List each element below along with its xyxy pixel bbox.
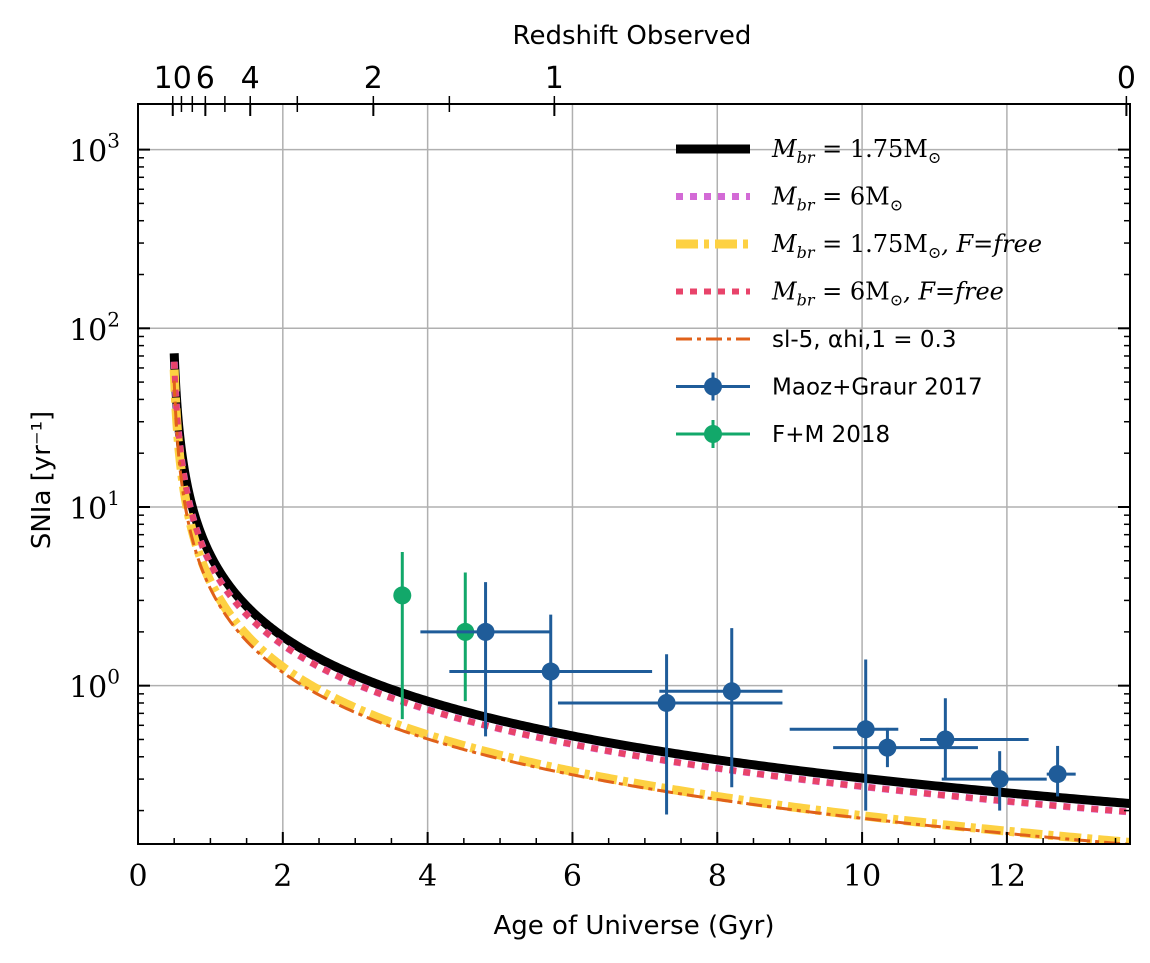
legend-label: Mbr = 6M⊙, F=free: [771, 278, 1004, 310]
legend-label: sl-5, αhi,1 = 0.3: [772, 327, 956, 353]
maoz-graur-point: [789, 659, 899, 811]
top-tick-label: 2: [364, 61, 383, 96]
y-axis-title: SNIa [yr⁻¹]: [27, 411, 57, 549]
top-tick-label: 0: [1117, 61, 1136, 96]
curve-m-br-1-75-m-sun-f-free: [169, 369, 1130, 844]
x-tick-label: 8: [708, 859, 727, 894]
model-curves: [169, 353, 1130, 844]
data-marker: [1048, 765, 1067, 784]
data-marker: [393, 586, 412, 605]
x-tick-label: 0: [128, 859, 147, 894]
y-tick-label: 101: [69, 486, 120, 527]
maoz-graur-point: [420, 582, 551, 737]
x-tick-label: 10: [843, 859, 881, 894]
axis-ticks: [137, 96, 1130, 844]
top-tick-label: 6: [196, 61, 215, 96]
legend-label: Mbr = 1.75M⊙: [771, 135, 941, 167]
legend-label: Mbr = 6M⊙: [771, 183, 903, 215]
legend-label: Mbr = 1.75M⊙, F=free: [771, 230, 1042, 262]
x-tick-label: 4: [418, 859, 437, 894]
maoz-graur-point: [941, 751, 1047, 811]
data-marker: [541, 662, 560, 681]
data-marker: [936, 730, 955, 749]
plot-frame: [137, 103, 1131, 845]
y-tick-label: 100: [69, 665, 120, 706]
data-marker: [476, 622, 495, 641]
top-axis-title: Redshift Observed: [513, 21, 752, 51]
x-axis-title: Age of Universe (Gyr): [494, 911, 775, 941]
x-tick-label: 2: [273, 859, 292, 894]
data-marker: [990, 770, 1009, 789]
grid-lines: [138, 104, 1130, 844]
x-tick-label: 12: [988, 859, 1026, 894]
curve-sl-5-alpha-hi-1-0-3: [172, 380, 1130, 844]
data-marker: [722, 682, 741, 701]
y-tick-label: 103: [69, 129, 120, 170]
top-tick-label: 1: [545, 61, 564, 96]
maoz-graur-point: [920, 698, 1029, 780]
y-tick-label: 102: [69, 307, 120, 348]
fm-2018-point: [393, 551, 412, 720]
observational-points: [393, 551, 1076, 815]
maoz-graur-point: [1046, 745, 1076, 797]
top-tick-label: 4: [241, 61, 260, 96]
curve-m-br-6-m-sun: [170, 361, 1130, 816]
fm-2018-point: [456, 572, 475, 702]
maoz-graur-point: [659, 628, 783, 788]
legend-fm-label: F+M 2018: [772, 422, 890, 448]
maoz-graur-point: [557, 654, 783, 815]
data-marker: [657, 693, 676, 712]
legend-fm-swatch-marker: [704, 425, 722, 443]
data-marker: [856, 720, 875, 739]
legend-maoz-swatch-marker: [704, 377, 722, 396]
maoz-graur-point: [449, 614, 653, 728]
top-tick-label: 10: [154, 61, 192, 96]
legend: Mbr = 1.75M⊙ Mbr = 6M⊙ Mbr = 1.75M⊙, F=fre…: [676, 135, 1042, 448]
curve-m-br-6-m-sun-f-free: [171, 361, 1130, 815]
x-tick-label: 6: [563, 859, 582, 894]
maoz-graur-point: [833, 727, 978, 768]
legend-maoz-label: Maoz+Graur 2017: [772, 375, 983, 401]
data-marker: [878, 738, 897, 757]
curve-m-br-1-75-m-sun: [169, 353, 1130, 809]
